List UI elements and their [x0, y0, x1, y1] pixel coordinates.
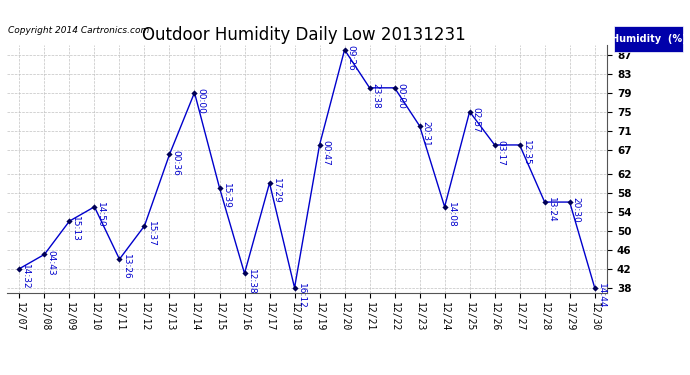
Point — [464, 109, 475, 115]
Text: 15:39: 15:39 — [221, 183, 230, 209]
Text: 04:43: 04:43 — [46, 250, 55, 275]
Point — [439, 204, 450, 210]
Text: Humidity  (%): Humidity (%) — [611, 34, 687, 44]
Text: 16:12: 16:12 — [297, 283, 306, 309]
Text: 00:47: 00:47 — [322, 140, 331, 166]
Text: 14:08: 14:08 — [446, 202, 455, 228]
Point — [264, 180, 275, 186]
Text: 20:31: 20:31 — [422, 121, 431, 147]
Text: 03:17: 03:17 — [497, 140, 506, 166]
Text: 00:00: 00:00 — [397, 83, 406, 109]
Point — [414, 123, 425, 129]
Point — [14, 266, 25, 272]
Point — [389, 85, 400, 91]
Point — [114, 256, 125, 262]
Point — [164, 152, 175, 157]
Point — [214, 185, 225, 191]
Point — [39, 251, 50, 257]
Point — [564, 199, 575, 205]
Point — [364, 85, 375, 91]
Text: 14:50: 14:50 — [97, 202, 106, 228]
Point — [589, 285, 600, 291]
Text: 14:32: 14:32 — [21, 264, 30, 290]
Text: 23:38: 23:38 — [372, 83, 381, 109]
Text: 15:37: 15:37 — [146, 221, 155, 247]
Text: 15:13: 15:13 — [72, 216, 81, 242]
Point — [289, 285, 300, 291]
Text: 12:38: 12:38 — [246, 269, 255, 294]
Text: Outdoor Humidity Daily Low 20131231: Outdoor Humidity Daily Low 20131231 — [141, 26, 466, 44]
Text: 00:00: 00:00 — [197, 88, 206, 114]
Point — [64, 218, 75, 224]
Text: 00:36: 00:36 — [172, 150, 181, 176]
Text: 02:57: 02:57 — [472, 107, 481, 133]
Point — [489, 142, 500, 148]
Point — [139, 223, 150, 229]
Text: 13:24: 13:24 — [546, 197, 555, 223]
Point — [189, 90, 200, 96]
Text: 09:26: 09:26 — [346, 45, 355, 71]
Point — [239, 270, 250, 276]
Point — [539, 199, 550, 205]
Text: 17:29: 17:29 — [272, 178, 281, 204]
Point — [89, 204, 100, 210]
Text: Copyright 2014 Cartronics.com: Copyright 2014 Cartronics.com — [8, 26, 150, 35]
Text: 12:35: 12:35 — [522, 140, 531, 166]
Text: 20:30: 20:30 — [572, 197, 581, 223]
Text: 14:44: 14:44 — [597, 283, 606, 309]
Point — [314, 142, 325, 148]
Text: 13:26: 13:26 — [121, 254, 130, 280]
Point — [514, 142, 525, 148]
Point — [339, 47, 350, 53]
